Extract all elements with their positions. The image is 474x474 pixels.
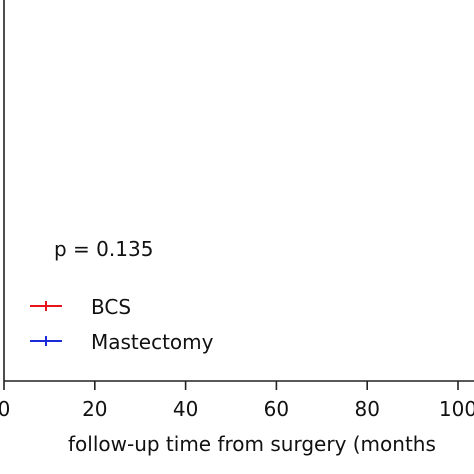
x-tick-label-100: 100 [439,397,474,421]
legend-label-bcs: BCS [91,295,131,319]
x-ticks: 0 20 40 60 80 100 [0,381,474,421]
x-axis-label: follow-up time from surgery (months [68,432,436,456]
x-tick-label-40: 40 [173,397,198,421]
x-tick-label-80: 80 [354,397,379,421]
legend-entry-bcs: BCS [30,295,131,319]
legend-entry-mastectomy: Mastectomy [30,330,214,354]
x-tick-label-0: 0 [0,397,10,421]
p-value-annotation: p = 0.135 [54,237,153,261]
legend-label-mastectomy: Mastectomy [91,330,214,354]
x-tick-label-20: 20 [82,397,107,421]
x-tick-label-60: 60 [264,397,289,421]
legend: BCS Mastectomy [30,295,214,354]
